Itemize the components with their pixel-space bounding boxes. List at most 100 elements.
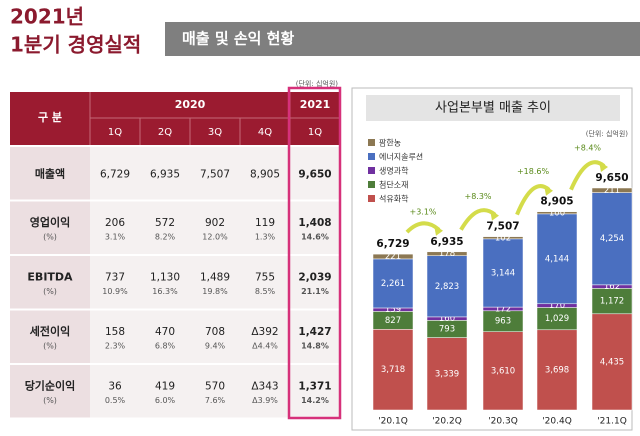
cell-value: Δ343 (251, 380, 278, 392)
row-label-bg (10, 201, 90, 254)
bar-segment (591, 288, 633, 315)
legend-swatch (368, 139, 375, 146)
legend-swatch (368, 181, 375, 188)
x-tick-label: '21.1Q (597, 417, 627, 427)
segment-label: 827 (385, 316, 401, 326)
highlight-frame (287, 86, 342, 420)
row-label-bg (10, 310, 90, 363)
legend-swatch (368, 195, 375, 202)
row-label-bg (10, 256, 90, 309)
cell-value: 737 (105, 271, 125, 283)
bar-segment (482, 238, 524, 308)
row-label: 영업이익 (30, 215, 70, 229)
row-bg (90, 201, 340, 254)
bar-segment (536, 213, 578, 305)
segment-label: 3,339 (435, 369, 459, 379)
cell-pct: 7.6% (205, 396, 226, 405)
cell-value: 206 (105, 217, 125, 229)
bar-segment (426, 337, 468, 411)
cell-value: 1,427 (298, 326, 331, 338)
row-bg (90, 310, 340, 363)
segment-label: 963 (495, 317, 511, 327)
segment-label: 4,435 (600, 357, 624, 367)
segment-label: 2,261 (381, 279, 405, 289)
bar-segment (591, 313, 633, 411)
legend-swatch (368, 153, 375, 160)
cell-value: 902 (205, 217, 225, 229)
segment-label: 4,144 (545, 254, 569, 264)
header-cell: 2020 (175, 98, 206, 111)
total-label: 9,650 (595, 172, 628, 184)
cell-pct: 1.3% (255, 232, 276, 241)
segment-label: 178 (439, 249, 455, 259)
growth-label: +8.3% (464, 192, 491, 201)
bar-segment (536, 211, 578, 215)
header-cell: 4Q (258, 127, 272, 138)
segment-label: 3,718 (381, 365, 405, 375)
cell-pct: Δ4.4% (252, 341, 278, 350)
cell-pct: Δ3.9% (252, 396, 278, 405)
chart-unit: (단위: 십억원) (586, 129, 629, 138)
segment-label: 102 (495, 233, 511, 243)
growth-label: +3.1% (409, 207, 436, 216)
header-cell: 1Q (108, 127, 122, 138)
segment-label: 159 (385, 305, 401, 315)
cell-pct: 10.9% (102, 287, 128, 296)
cell-value: 7,507 (200, 168, 230, 180)
unit: (단위: 십억원) (296, 79, 339, 88)
segment-label: 221 (385, 252, 401, 262)
row-label: 매출액 (35, 166, 65, 180)
segment-label: 3,610 (491, 366, 515, 376)
legend-label: 첨단소재 (379, 180, 408, 190)
total-label: 6,935 (430, 236, 463, 248)
row-bg (90, 147, 340, 200)
row-sub: (%) (43, 396, 57, 405)
legend-swatch (368, 167, 375, 174)
header-cell: 구 분 (38, 111, 62, 124)
header-cell: 1Q (308, 127, 322, 138)
cell-value: 6,935 (150, 168, 180, 180)
legend-label: 생명과학 (379, 166, 409, 176)
cell-value: 708 (205, 326, 225, 338)
growth-arrowhead (544, 184, 553, 196)
bar-segment (591, 192, 633, 286)
x-tick-label: '20.1Q (378, 417, 408, 427)
bar-segment (591, 187, 633, 193)
header-cell: 2021 (300, 98, 331, 111)
cell-value: 9,650 (298, 168, 331, 180)
cell-pct: 6.8% (155, 341, 176, 350)
cell-pct: 16.3% (152, 287, 178, 296)
bar-segment (482, 236, 524, 240)
cell-pct: 21.1% (301, 287, 329, 296)
cell-pct: 6.0% (155, 396, 176, 405)
bar-segment (426, 251, 468, 256)
cell-value: Δ392 (251, 326, 278, 338)
bar-segment (536, 329, 578, 411)
header-cell: 3Q (208, 127, 222, 138)
bar-segment (372, 253, 414, 260)
row-label-bg (10, 365, 90, 418)
legend-label: 팜한농 (379, 138, 401, 148)
title-line: 2021년 (10, 5, 84, 29)
cell-value: 119 (255, 217, 275, 229)
row-label: 당기순이익 (25, 378, 76, 392)
cell-value: 1,408 (298, 217, 331, 229)
segment-label: 162 (604, 282, 620, 292)
row-bg (90, 256, 340, 309)
cell-value: 572 (155, 217, 175, 229)
cell-value: 36 (108, 380, 122, 392)
header-cell: 2Q (158, 127, 172, 138)
growth-label: +18.6% (517, 167, 550, 176)
cell-value: 158 (105, 326, 125, 338)
cell-pct: 2.3% (105, 341, 126, 350)
segment-label: 100 (549, 208, 565, 218)
cell-pct: 3.1% (105, 232, 126, 241)
cell-pct: 9.4% (205, 341, 226, 350)
banner (165, 22, 640, 56)
cell-value: 2,039 (298, 271, 331, 283)
total-label: 8,905 (540, 196, 573, 208)
cell-pct: 8.5% (255, 287, 276, 296)
row-label: 세전이익 (30, 324, 70, 338)
cell-pct: 8.2% (155, 232, 176, 241)
